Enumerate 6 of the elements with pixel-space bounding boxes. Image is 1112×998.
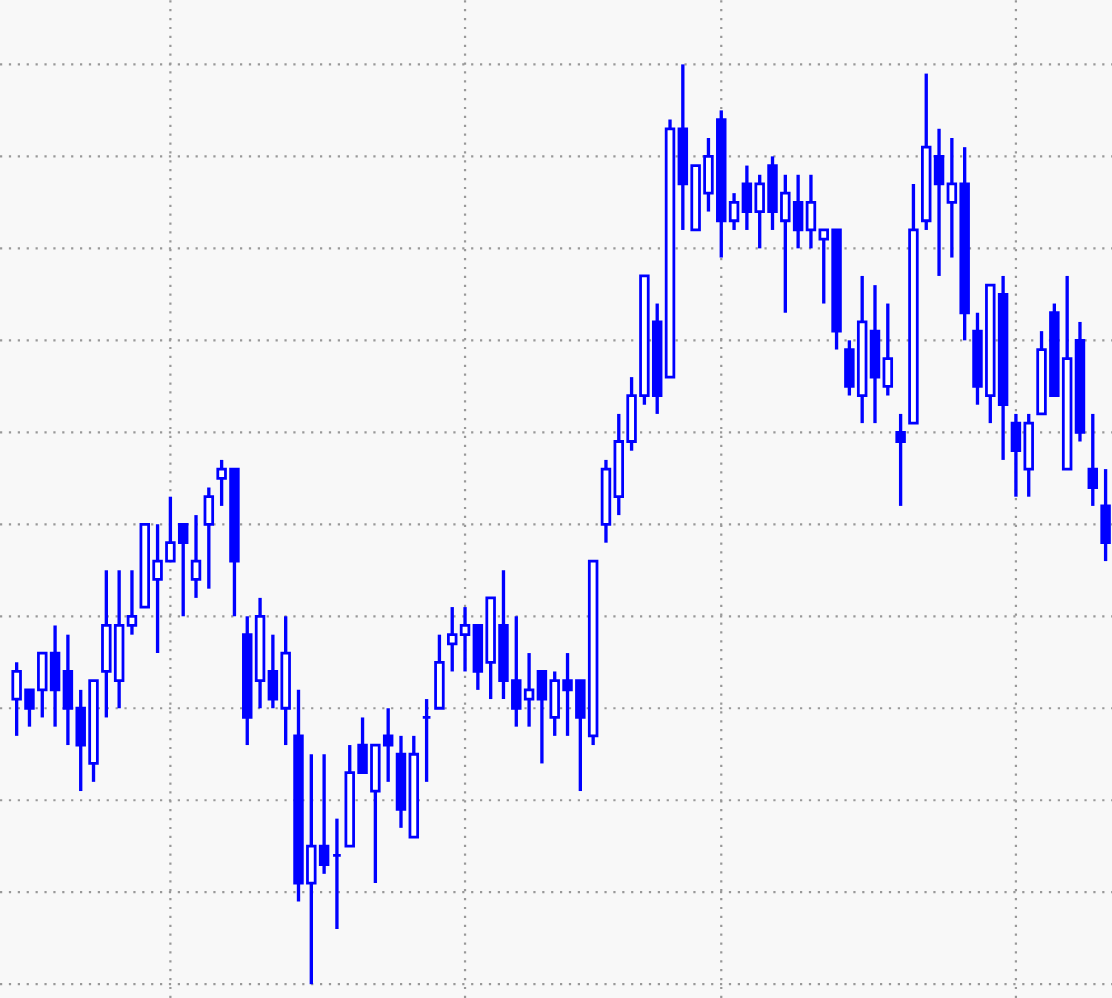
candlestick bbox=[190, 513, 202, 600]
candlestick bbox=[203, 485, 215, 591]
candlestick bbox=[1100, 467, 1111, 563]
candlestick bbox=[434, 633, 445, 710]
candlestick bbox=[895, 412, 906, 508]
candlestick bbox=[1087, 412, 1099, 508]
